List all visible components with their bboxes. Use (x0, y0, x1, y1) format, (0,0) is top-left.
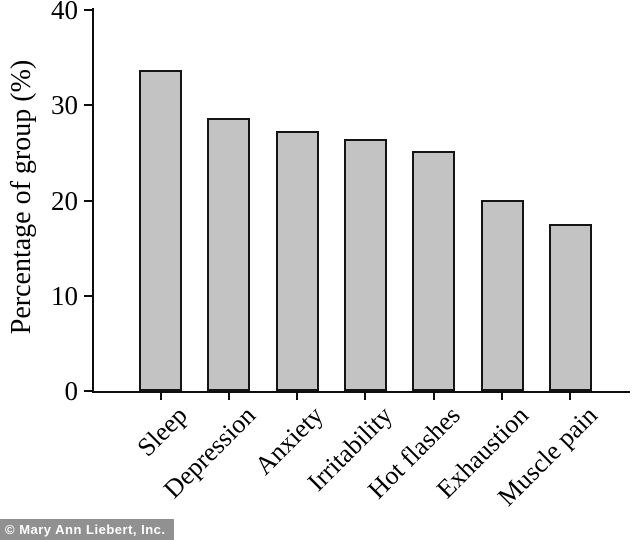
y-tick-10 (84, 294, 92, 297)
watermark-badge: © Mary Ann Liebert, Inc. (0, 519, 174, 540)
x-axis-label-sleep: Sleep (131, 400, 193, 462)
y-tick-label-20: 20 (51, 185, 78, 216)
bar-exhaustion (480, 199, 524, 391)
y-tick-20 (84, 199, 92, 202)
bar-depression (207, 117, 251, 391)
y-tick-40 (84, 9, 92, 11)
x-tick-hot-flashes (432, 393, 435, 400)
x-axis-line (92, 391, 630, 393)
x-tick-anxiety (296, 393, 299, 400)
x-tick-sleep (159, 393, 162, 400)
y-tick-30 (84, 104, 92, 107)
y-axis-line (92, 8, 94, 393)
x-tick-irritability (364, 393, 367, 400)
bar-sleep (139, 70, 182, 391)
bar-irritability (343, 138, 387, 391)
x-tick-exhaustion (501, 393, 503, 400)
bar-hot-flashes (412, 150, 456, 391)
bar-muscle-pain (548, 224, 592, 391)
bar-anxiety (275, 130, 319, 391)
x-tick-depression (227, 393, 230, 400)
y-tick-label-40: 40 (51, 0, 78, 25)
y-tick-label-30: 30 (51, 90, 78, 121)
x-tick-muscle-pain (569, 393, 572, 400)
y-tick-label-10: 10 (51, 280, 78, 311)
y-tick-label-0: 0 (64, 376, 79, 406)
y-tick-0 (84, 390, 92, 392)
